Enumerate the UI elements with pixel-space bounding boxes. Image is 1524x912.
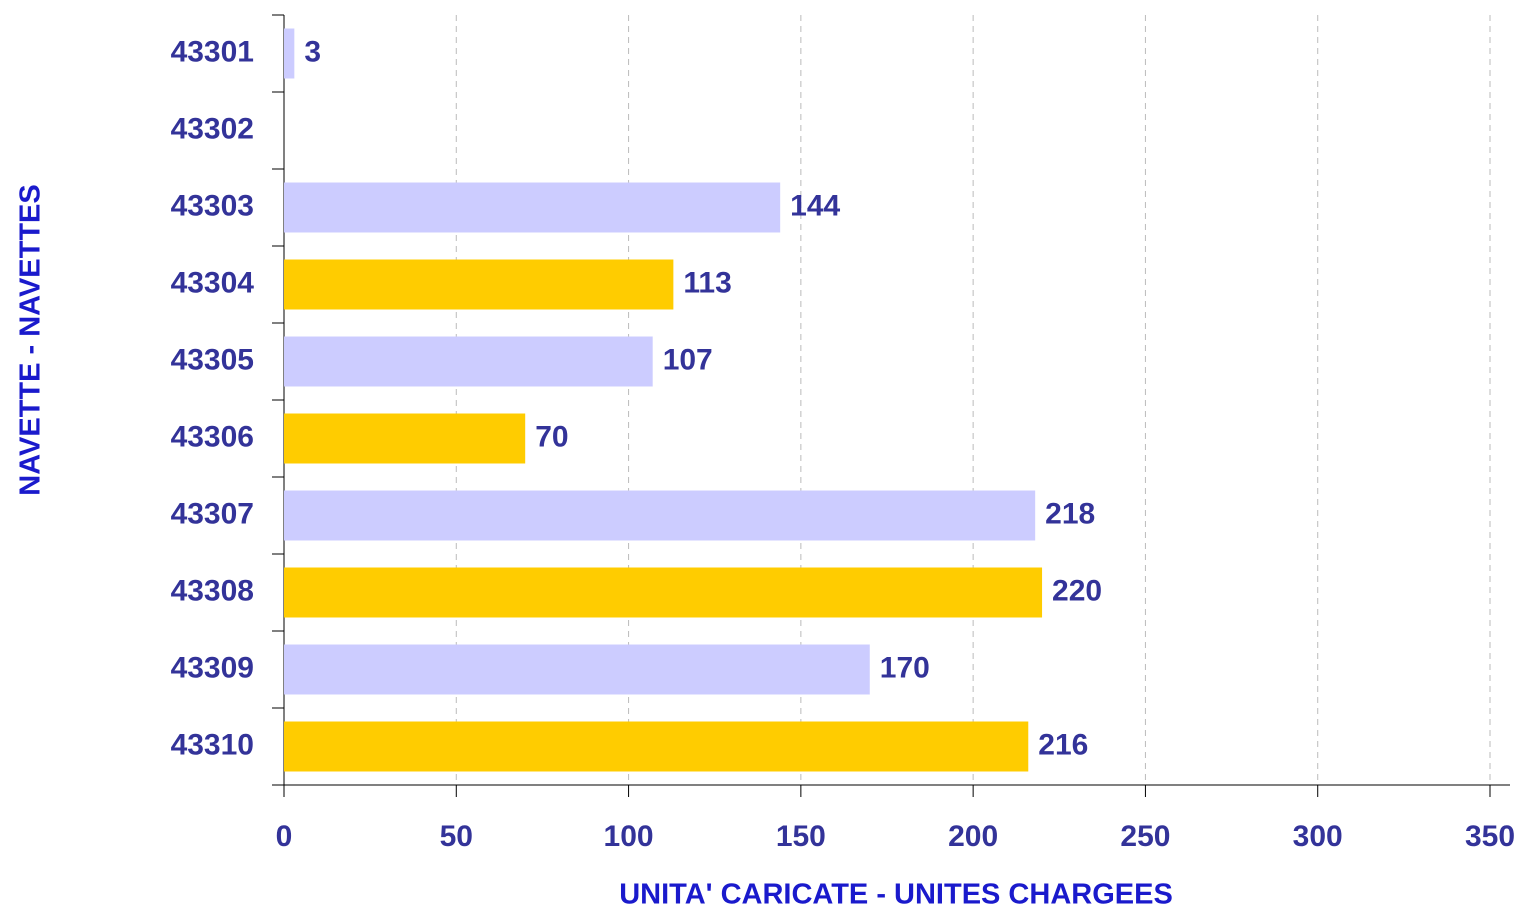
y-tick-label: 43307	[171, 497, 254, 530]
y-tick-label: 43310	[171, 728, 254, 761]
bar	[284, 413, 526, 464]
y-axis-title: NAVETTE - NAVETTES	[15, 184, 47, 496]
y-tick-label: 43306	[171, 420, 254, 453]
x-tick-label: 0	[276, 820, 293, 853]
bar	[284, 28, 295, 79]
value-label: 216	[1038, 728, 1088, 761]
x-axis-title: UNITA' CARICATE - UNITES CHARGEES	[619, 879, 1173, 911]
bar	[284, 644, 870, 695]
bar	[284, 336, 653, 387]
y-tick-label: 43304	[171, 266, 255, 299]
value-label: 170	[880, 651, 930, 684]
value-label: 3	[304, 35, 321, 68]
bar	[284, 182, 781, 233]
value-label: 107	[663, 343, 713, 376]
x-tick-label: 50	[440, 820, 473, 853]
value-label: 113	[683, 266, 731, 299]
x-tick-label: 350	[1465, 820, 1515, 853]
x-tick-label: 150	[776, 820, 826, 853]
bar	[284, 490, 1036, 541]
x-tick-label: 100	[604, 820, 654, 853]
bar	[284, 721, 1029, 772]
value-label: 144	[790, 189, 840, 222]
y-tick-label: 43302	[171, 112, 254, 145]
value-label: 218	[1045, 497, 1095, 530]
y-tick-label: 43303	[171, 189, 254, 222]
x-tick-label: 300	[1293, 820, 1343, 853]
x-tick-label: 200	[948, 820, 998, 853]
value-label: 70	[535, 420, 568, 453]
y-tick-label: 43308	[171, 574, 254, 607]
y-tick-label: 43301	[171, 35, 254, 68]
x-tick-label: 250	[1120, 820, 1170, 853]
bar	[284, 259, 674, 310]
y-tick-label: 43305	[171, 343, 254, 376]
bar	[284, 567, 1043, 618]
value-label: 220	[1052, 574, 1102, 607]
y-tick-label: 43309	[171, 651, 254, 684]
